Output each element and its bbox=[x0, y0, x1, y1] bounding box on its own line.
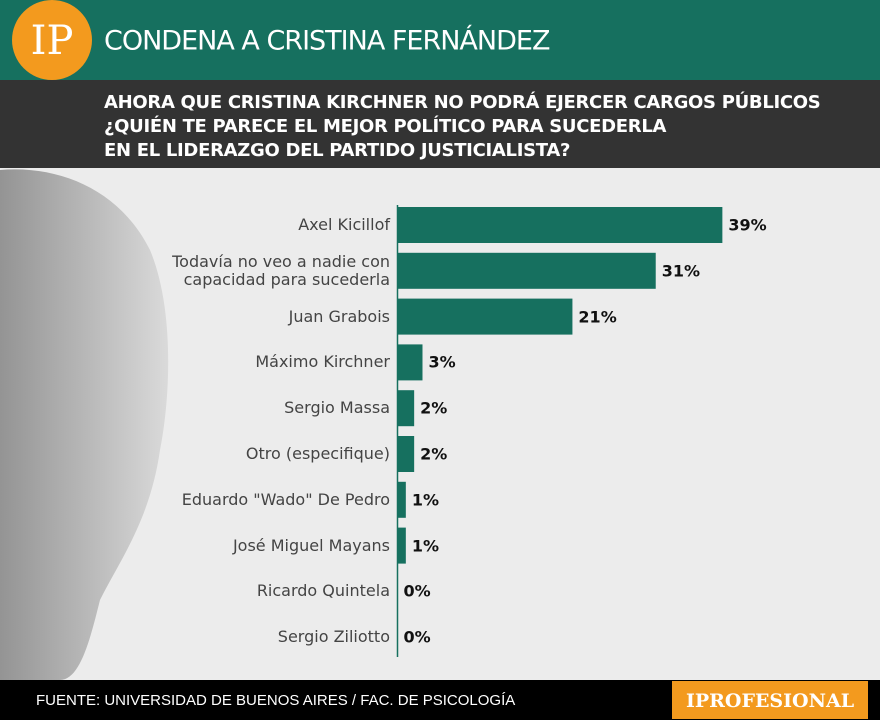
value-label: 2% bbox=[420, 398, 448, 418]
question-line: EN EL LIDERAZGO DEL PARTIDO JUSTICIALIST… bbox=[104, 140, 571, 161]
bar bbox=[397, 481, 406, 518]
category-label: Máximo Kirchner bbox=[255, 352, 390, 372]
bar bbox=[397, 207, 723, 243]
question-line: ¿QUIÉN TE PARECE EL MEJOR POLÍTICO PARA … bbox=[104, 116, 667, 137]
bar bbox=[397, 390, 415, 427]
value-label: 31% bbox=[661, 261, 701, 281]
value-label: 0% bbox=[403, 581, 431, 601]
category-label: Eduardo "Wado" De Pedro bbox=[181, 489, 390, 509]
value-label: 39% bbox=[728, 215, 767, 235]
brand-box bbox=[672, 681, 868, 719]
source: FUENTE: UNIVERSIDAD DE BUENOS AIRES / FA… bbox=[36, 692, 515, 709]
bar bbox=[397, 527, 406, 564]
category-label: Sergio Massa bbox=[284, 398, 390, 418]
title: CONDENA A CRISTINA FERNÁNDEZ bbox=[104, 25, 550, 57]
bar bbox=[397, 298, 573, 335]
question-band bbox=[0, 80, 880, 168]
bar bbox=[397, 252, 656, 289]
category-label: Sergio Ziliotto bbox=[277, 627, 390, 647]
value-label: 21% bbox=[578, 307, 617, 327]
value-label: 1% bbox=[411, 490, 439, 510]
value-label: 3% bbox=[428, 352, 456, 372]
category-label: Todavía no veo a nadie con capacidad par… bbox=[172, 251, 390, 289]
category-label: Otro (especifique) bbox=[245, 444, 390, 463]
portrait bbox=[0, 169, 169, 680]
category-label: José Miguel Mayans bbox=[232, 535, 390, 555]
bar bbox=[397, 344, 423, 381]
category-label: Axel Kicillof bbox=[298, 215, 390, 234]
brand: IPROFESIONAL bbox=[686, 690, 854, 712]
value-label: 2% bbox=[420, 444, 448, 464]
value-label: 0% bbox=[403, 627, 431, 647]
logo: IP bbox=[31, 18, 74, 64]
logo-circle bbox=[12, 0, 92, 80]
value-label: 1% bbox=[411, 536, 439, 556]
category-label: Juan Grabois bbox=[288, 306, 390, 326]
category-label: Ricardo Quintela bbox=[256, 581, 390, 601]
question-line: AHORA QUE CRISTINA KIRCHNER NO PODRÁ EJE… bbox=[104, 92, 821, 113]
header-bar bbox=[0, 0, 880, 80]
bar bbox=[397, 436, 415, 472]
